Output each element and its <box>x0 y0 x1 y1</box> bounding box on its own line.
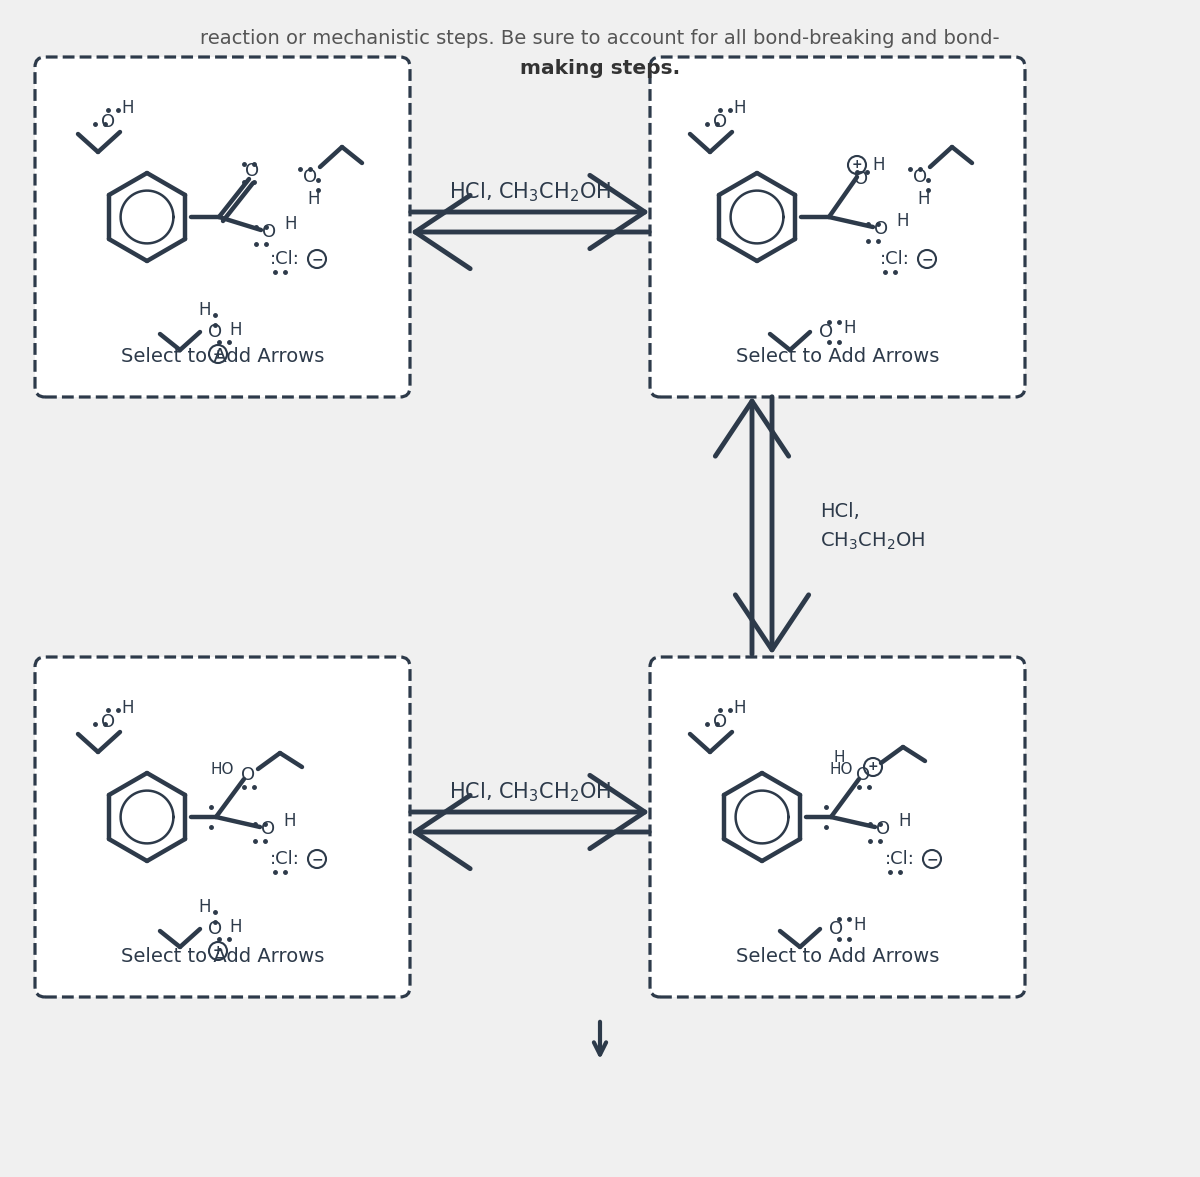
Text: O: O <box>818 322 833 341</box>
Text: H: H <box>121 699 134 717</box>
Text: H: H <box>872 157 886 174</box>
Text: O: O <box>874 220 888 238</box>
Text: :Cl:: :Cl: <box>880 250 910 268</box>
Text: −: − <box>926 852 938 866</box>
Text: H: H <box>844 319 857 337</box>
Text: HCl,
CH$_3$CH$_2$OH: HCl, CH$_3$CH$_2$OH <box>820 503 925 552</box>
Text: O: O <box>713 713 727 731</box>
Text: O: O <box>101 113 115 131</box>
Text: H: H <box>733 699 746 717</box>
Text: +: + <box>868 760 878 773</box>
Text: O: O <box>913 168 928 186</box>
Text: :Cl:: :Cl: <box>270 850 300 867</box>
Text: H: H <box>833 750 845 765</box>
Text: O: O <box>856 766 870 784</box>
Text: O: O <box>713 113 727 131</box>
Text: O: O <box>302 168 317 186</box>
Text: O: O <box>208 920 222 938</box>
Text: Select to Add Arrows: Select to Add Arrows <box>736 947 940 966</box>
Text: H: H <box>896 212 910 230</box>
Text: H: H <box>733 99 746 117</box>
Text: O: O <box>208 322 222 341</box>
Text: O: O <box>260 820 275 838</box>
Text: +: + <box>212 944 223 958</box>
FancyBboxPatch shape <box>650 56 1025 397</box>
Text: H: H <box>199 301 211 319</box>
Text: HO: HO <box>829 762 853 777</box>
Text: H: H <box>918 189 930 208</box>
FancyBboxPatch shape <box>650 657 1025 997</box>
FancyBboxPatch shape <box>35 56 410 397</box>
Text: +: + <box>212 347 223 360</box>
Text: +: + <box>852 159 863 172</box>
Text: O: O <box>241 766 256 784</box>
Text: Select to Add Arrows: Select to Add Arrows <box>736 347 940 366</box>
Text: HCl, CH$_3$CH$_2$OH: HCl, CH$_3$CH$_2$OH <box>449 780 611 804</box>
Text: H: H <box>229 321 242 339</box>
Text: :Cl:: :Cl: <box>270 250 300 268</box>
Text: Select to Add Arrows: Select to Add Arrows <box>121 947 324 966</box>
Text: O: O <box>101 713 115 731</box>
Text: O: O <box>876 820 890 838</box>
Text: H: H <box>307 189 320 208</box>
FancyBboxPatch shape <box>35 657 410 997</box>
Text: HO: HO <box>210 762 234 777</box>
Text: O: O <box>245 162 259 180</box>
Text: H: H <box>284 215 298 233</box>
Text: H: H <box>899 812 911 830</box>
Text: H: H <box>283 812 296 830</box>
Text: O: O <box>854 169 868 188</box>
Text: O: O <box>262 222 276 241</box>
Text: HCl, CH$_3$CH$_2$OH: HCl, CH$_3$CH$_2$OH <box>449 180 611 204</box>
Text: −: − <box>922 252 932 266</box>
Text: H: H <box>199 898 211 916</box>
Text: Select to Add Arrows: Select to Add Arrows <box>121 347 324 366</box>
Text: making steps.: making steps. <box>520 60 680 79</box>
Text: H: H <box>229 918 242 936</box>
Text: −: − <box>311 852 323 866</box>
Text: H: H <box>853 916 866 935</box>
Text: :Cl:: :Cl: <box>886 850 914 867</box>
Text: −: − <box>311 252 323 266</box>
Text: O: O <box>829 920 844 938</box>
Text: H: H <box>121 99 134 117</box>
Text: reaction or mechanistic steps. Be sure to account for all bond-breaking and bond: reaction or mechanistic steps. Be sure t… <box>200 29 1000 48</box>
